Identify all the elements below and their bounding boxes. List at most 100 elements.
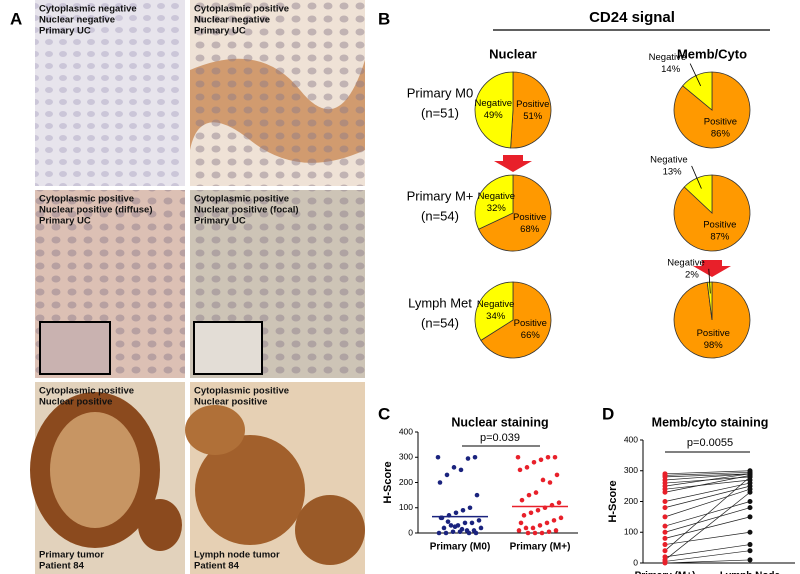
point bbox=[466, 530, 472, 536]
point bbox=[532, 530, 538, 536]
slice-label: Positive bbox=[516, 99, 549, 110]
slice-label: Negative bbox=[477, 299, 515, 310]
point bbox=[662, 542, 668, 548]
point bbox=[523, 525, 529, 531]
pie-slice bbox=[478, 174, 552, 252]
y-tick-label: 300 bbox=[624, 465, 638, 475]
caption: Primary UC bbox=[39, 216, 91, 227]
caption: Cytoplasmic positive bbox=[39, 386, 134, 397]
point bbox=[547, 480, 553, 485]
point bbox=[558, 515, 564, 521]
pair-line bbox=[664, 531, 751, 545]
pie-slice bbox=[474, 71, 514, 149]
point bbox=[450, 529, 456, 535]
annotation: p=0.039 bbox=[480, 432, 520, 444]
column-header: Nuclear bbox=[489, 46, 537, 61]
point bbox=[546, 529, 552, 535]
y-tick-label: 200 bbox=[624, 496, 638, 506]
slice-value: 32% bbox=[487, 203, 507, 214]
point bbox=[460, 507, 466, 513]
point bbox=[662, 499, 668, 504]
point bbox=[553, 528, 559, 533]
point bbox=[437, 480, 443, 485]
point bbox=[747, 474, 753, 480]
point bbox=[747, 542, 753, 548]
x-tick-label: Primary (M+) bbox=[635, 571, 696, 574]
caption: Nuclear positive bbox=[39, 397, 112, 408]
point bbox=[747, 529, 753, 535]
point bbox=[459, 526, 465, 532]
point bbox=[516, 528, 522, 533]
pair-line bbox=[664, 488, 751, 518]
slice-value: 86% bbox=[711, 128, 731, 139]
row-label: Lymph Met bbox=[408, 295, 472, 310]
point bbox=[551, 518, 557, 523]
point bbox=[528, 510, 534, 516]
point bbox=[530, 525, 536, 531]
caption: Nuclear negative bbox=[39, 15, 115, 26]
pair-line bbox=[664, 492, 751, 561]
pair-line bbox=[664, 544, 751, 558]
pair-line bbox=[664, 476, 751, 551]
point bbox=[662, 514, 668, 520]
chart-title: Memb/cyto staining bbox=[652, 415, 769, 429]
caption: Cytoplasmic positive bbox=[194, 4, 289, 15]
caption: Patient 84 bbox=[39, 561, 85, 572]
point bbox=[444, 472, 450, 478]
slice-value: 51% bbox=[523, 111, 543, 122]
point bbox=[537, 523, 543, 528]
pair-line bbox=[664, 507, 751, 533]
slice-value: 87% bbox=[710, 232, 730, 243]
point bbox=[435, 454, 441, 460]
x-tick-label: Primary (M+) bbox=[510, 542, 571, 553]
caption: Cytoplasmic positive bbox=[194, 386, 289, 397]
caption: Nuclear negative bbox=[194, 15, 270, 26]
y-tick-label: 0 bbox=[408, 527, 413, 537]
slice-value: 98% bbox=[704, 340, 724, 351]
caption: Primary UC bbox=[194, 26, 246, 37]
point bbox=[525, 530, 531, 536]
point bbox=[524, 465, 530, 470]
caption: Lymph node tumor bbox=[194, 550, 280, 561]
slice-label: Positive bbox=[704, 116, 737, 127]
pair-line bbox=[664, 550, 751, 562]
pie-slice bbox=[673, 281, 751, 359]
y-tick-label: 100 bbox=[624, 527, 638, 537]
slice-label: Negative bbox=[667, 257, 705, 268]
slice-label: Negative bbox=[474, 98, 512, 109]
point bbox=[517, 467, 523, 473]
panel-title: CD24 signal bbox=[589, 9, 675, 26]
point bbox=[535, 507, 541, 513]
point bbox=[465, 456, 471, 461]
point bbox=[538, 457, 544, 463]
point bbox=[452, 524, 458, 529]
pair-line bbox=[664, 482, 751, 502]
slice-value: 14% bbox=[661, 64, 681, 75]
pair-line bbox=[664, 473, 751, 481]
point bbox=[747, 505, 753, 511]
slice-value: 49% bbox=[484, 110, 504, 121]
panel-label: C bbox=[378, 404, 390, 423]
point bbox=[554, 472, 560, 478]
annotation: p=0.0055 bbox=[687, 437, 733, 449]
caption: Cytoplasmic negative bbox=[39, 4, 137, 15]
slice-value: 68% bbox=[520, 224, 540, 235]
point bbox=[545, 454, 551, 460]
point bbox=[747, 499, 753, 504]
slice-label: Positive bbox=[703, 220, 736, 231]
point bbox=[539, 530, 545, 536]
point bbox=[662, 560, 668, 566]
caption: Patient 84 bbox=[194, 561, 240, 572]
point bbox=[467, 505, 473, 511]
point bbox=[476, 518, 482, 523]
panel-label: B bbox=[378, 9, 390, 28]
leader-line bbox=[689, 63, 702, 87]
point bbox=[469, 520, 475, 526]
pair-line bbox=[664, 479, 751, 490]
point bbox=[474, 492, 480, 498]
point bbox=[526, 492, 532, 498]
point bbox=[478, 525, 484, 531]
pair-line bbox=[664, 475, 751, 493]
panel-label: A bbox=[10, 9, 22, 28]
